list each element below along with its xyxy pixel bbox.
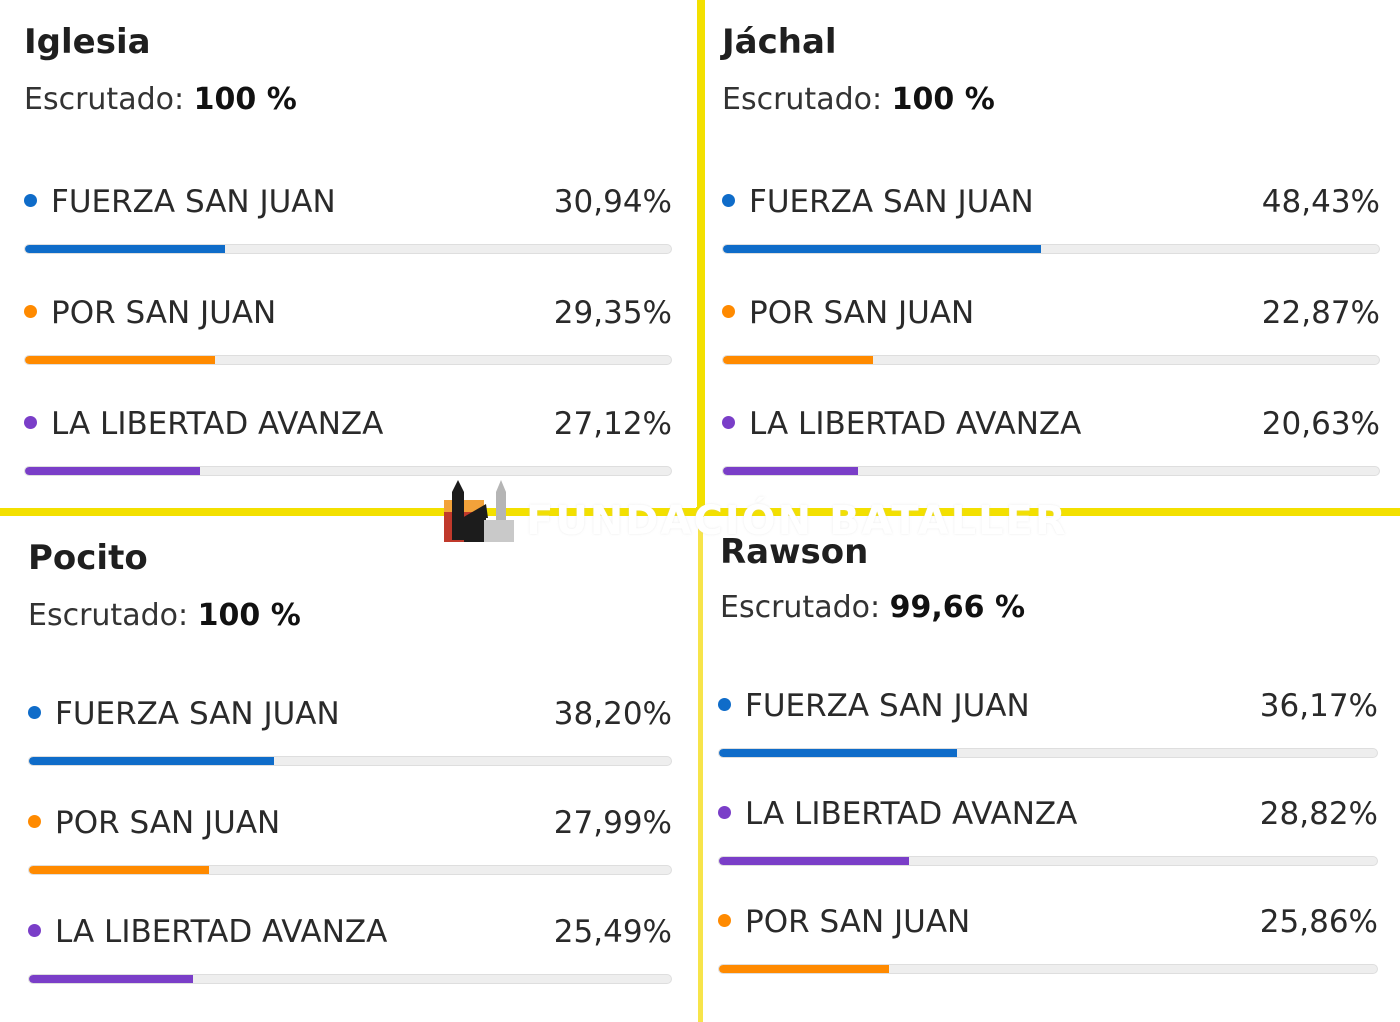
panel-title: Pocito — [28, 538, 148, 578]
legend-dot-icon — [718, 698, 731, 711]
party-label: POR SAN JUAN — [722, 295, 974, 331]
party-name: POR SAN JUAN — [745, 904, 971, 940]
divider-vertical-top — [697, 0, 705, 512]
scrutinized-line: Escrutado: 99,66 % — [720, 590, 1025, 625]
party-percentage: 28,82% — [1259, 796, 1378, 832]
panel-pocito: Pocito Escrutado: 100 % FUERZA SAN JUAN 3… — [0, 516, 698, 1016]
progress-bar — [29, 975, 193, 983]
divider-vertical-bottom — [698, 512, 703, 1022]
scrutinized-line: Escrutado: 100 % — [24, 82, 297, 117]
progress-bar — [723, 356, 874, 364]
party-label: POR SAN JUAN — [28, 805, 280, 841]
party-name: POR SAN JUAN — [749, 295, 975, 331]
party-percentage: 36,17% — [1259, 688, 1378, 724]
party-percentage: 25,49% — [553, 914, 672, 950]
legend-dot-icon — [722, 416, 735, 429]
scrutinized-label: Escrutado: — [722, 82, 883, 117]
progress-track — [24, 244, 672, 254]
party-name: LA LIBERTAD AVANZA — [749, 406, 1082, 442]
scrutinized-line: Escrutado: 100 % — [28, 598, 301, 633]
progress-track — [24, 355, 672, 365]
legend-dot-icon — [24, 416, 37, 429]
party-name: FUERZA SAN JUAN — [749, 184, 1034, 220]
progress-track — [718, 964, 1378, 974]
party-percentage: 27,99% — [553, 805, 672, 841]
panel-title: Iglesia — [24, 22, 151, 62]
party-name: LA LIBERTAD AVANZA — [55, 914, 388, 950]
scrutinized-value: 100 % — [193, 82, 297, 117]
panel-rawson: Rawson Escrutado: 99,66 % FUERZA SAN JUA… — [704, 516, 1400, 1022]
party-name: POR SAN JUAN — [55, 805, 281, 841]
panel-title: Jáchal — [722, 22, 837, 62]
party-name: FUERZA SAN JUAN — [51, 184, 336, 220]
progress-bar — [719, 749, 957, 757]
legend-dot-icon — [24, 305, 37, 318]
progress-bar — [29, 757, 275, 765]
party-label: FUERZA SAN JUAN — [722, 184, 1034, 220]
progress-bar — [719, 857, 909, 865]
legend-dot-icon — [718, 806, 731, 819]
party-label: LA LIBERTAD AVANZA — [722, 406, 1081, 442]
legend-dot-icon — [718, 914, 731, 927]
party-percentage: 20,63% — [1261, 406, 1380, 442]
party-label: LA LIBERTAD AVANZA — [24, 406, 383, 442]
panel-iglesia: Iglesia Escrutado: 100 % FUERZA SAN JUAN… — [0, 0, 696, 508]
party-percentage: 27,12% — [553, 406, 672, 442]
progress-track — [28, 865, 672, 875]
party-percentage: 25,86% — [1259, 904, 1378, 940]
party-percentage: 30,94% — [553, 184, 672, 220]
scrutinized-label: Escrutado: — [28, 598, 189, 633]
party-name: LA LIBERTAD AVANZA — [51, 406, 384, 442]
progress-bar — [25, 467, 201, 475]
party-label: FUERZA SAN JUAN — [24, 184, 336, 220]
church-logo-icon — [444, 480, 514, 542]
party-percentage: 48,43% — [1261, 184, 1380, 220]
progress-track — [718, 856, 1378, 866]
progress-bar — [25, 245, 225, 253]
party-label: FUERZA SAN JUAN — [718, 688, 1030, 724]
progress-bar — [723, 467, 859, 475]
party-label: FUERZA SAN JUAN — [28, 696, 340, 732]
legend-dot-icon — [28, 706, 41, 719]
legend-dot-icon — [28, 924, 41, 937]
legend-dot-icon — [722, 305, 735, 318]
party-label: POR SAN JUAN — [718, 904, 970, 940]
scrutinized-line: Escrutado: 100 % — [722, 82, 995, 117]
party-label: LA LIBERTAD AVANZA — [718, 796, 1077, 832]
progress-bar — [25, 356, 215, 364]
party-name: POR SAN JUAN — [51, 295, 277, 331]
progress-bar — [719, 965, 890, 973]
progress-track — [24, 466, 672, 476]
panel-title: Rawson — [720, 532, 869, 572]
party-percentage: 22,87% — [1261, 295, 1380, 331]
scrutinized-value: 100 % — [197, 598, 301, 633]
party-percentage: 38,20% — [553, 696, 672, 732]
progress-track — [722, 244, 1380, 254]
progress-track — [722, 355, 1380, 365]
scrutinized-value: 100 % — [891, 82, 995, 117]
party-name: LA LIBERTAD AVANZA — [745, 796, 1078, 832]
party-name: FUERZA SAN JUAN — [55, 696, 340, 732]
party-label: POR SAN JUAN — [24, 295, 276, 331]
party-label: LA LIBERTAD AVANZA — [28, 914, 387, 950]
scrutinized-label: Escrutado: — [24, 82, 185, 117]
progress-bar — [723, 245, 1041, 253]
progress-track — [718, 748, 1378, 758]
legend-dot-icon — [24, 194, 37, 207]
progress-bar — [29, 866, 209, 874]
scrutinized-label: Escrutado: — [720, 590, 881, 625]
watermark-text: FUNDACIÓN BATALLER — [526, 498, 1068, 544]
legend-dot-icon — [28, 815, 41, 828]
progress-track — [722, 466, 1380, 476]
watermark: FUNDACIÓN BATALLER — [444, 478, 1066, 544]
party-name: FUERZA SAN JUAN — [745, 688, 1030, 724]
scrutinized-value: 99,66 % — [889, 590, 1026, 625]
progress-track — [28, 974, 672, 984]
panel-jachal: Jáchal Escrutado: 100 % FUERZA SAN JUAN 4… — [706, 0, 1400, 508]
legend-dot-icon — [722, 194, 735, 207]
progress-track — [28, 756, 672, 766]
party-percentage: 29,35% — [553, 295, 672, 331]
